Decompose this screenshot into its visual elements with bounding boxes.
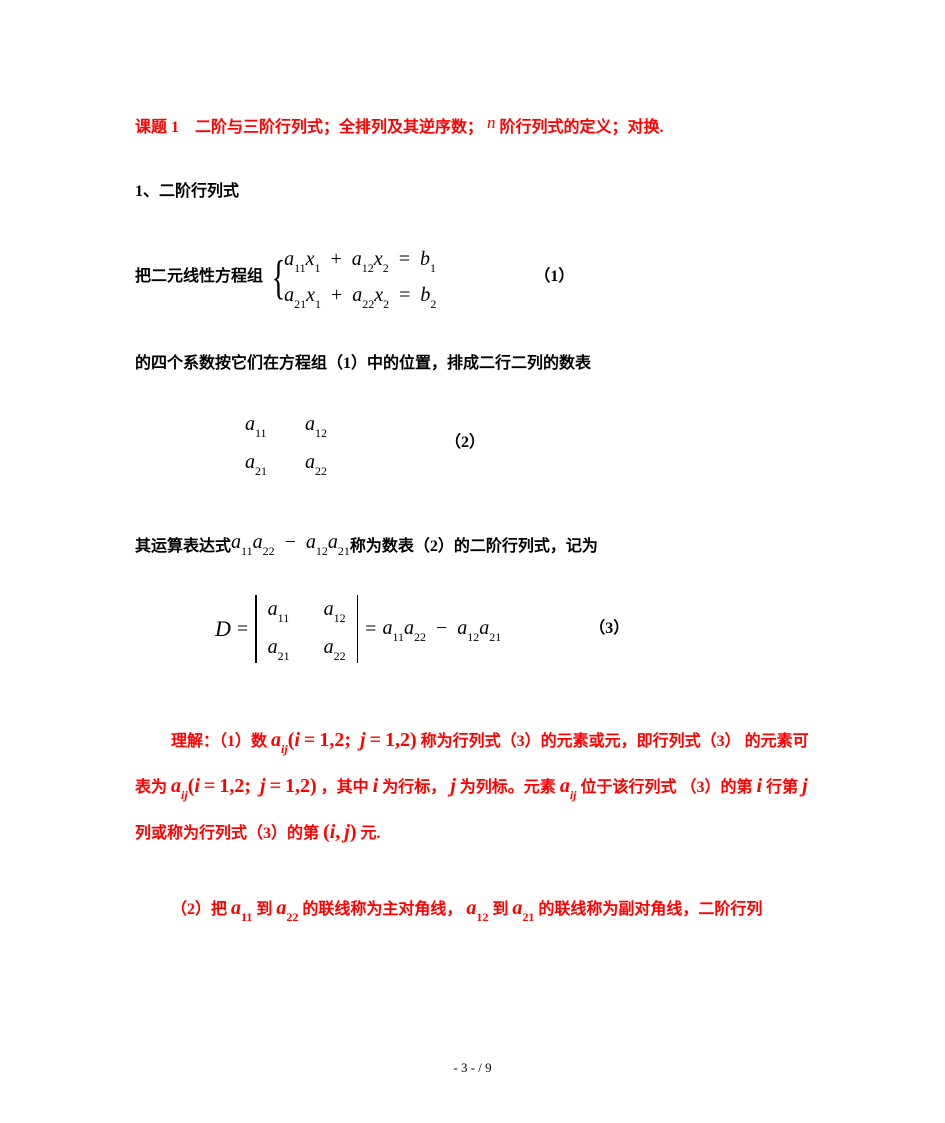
- title-part1: 二阶与三阶行列式；全排列及其逆序数；: [195, 119, 483, 136]
- eq3-rhs: a11a22 − a12a21: [382, 614, 501, 644]
- eq1-lead: 把二元线性方程组: [135, 266, 263, 288]
- title-part2: 阶行列式的定义；对换.: [500, 119, 664, 136]
- u1-aij: aij: [271, 729, 288, 751]
- u2-a22: a22: [276, 897, 298, 919]
- eq3-number: （3）: [589, 618, 629, 640]
- eq1-row2: a21x1 + a22x2 = b2: [284, 278, 436, 314]
- page-footer: - 3 - / 9: [0, 1059, 945, 1077]
- eq2-number: （2）: [445, 432, 485, 454]
- eq1-number: （1）: [534, 266, 574, 288]
- lesson-title: 课题 1 二阶与三阶行列式；全排列及其逆序数； n 阶行列式的定义；对换.: [135, 115, 810, 139]
- understand-1: 理解：（1）数 aij(i = 1,2; j = 1,2) 称为行列式（3）的元…: [135, 717, 810, 855]
- u2-a12: a12: [466, 897, 488, 919]
- para-2: 的四个系数按它们在方程组（1）中的位置，排成二行二列的数表: [135, 353, 810, 375]
- section-1-heading: 1、二阶行列式: [135, 181, 810, 203]
- u1-aij-2: aij: [171, 775, 188, 797]
- understand-2: （2）把 a11 到 a22 的联线称为主对角线， a12 到 a21 的联线称…: [135, 885, 810, 931]
- para-3: 其运算表达式 a11a22 − a12a21 称为数表（2）的二阶行列式，记为: [135, 531, 810, 561]
- u1-aij-3: aij: [560, 775, 577, 797]
- equation-1-row: 把二元线性方程组 { a11x1 + a12x2 = b1 a21x1 + a2…: [135, 242, 810, 314]
- equation-2-row: a11 a21 a12 a22 （2）: [135, 406, 810, 482]
- eq1-row1: a11x1 + a12x2 = b1: [284, 242, 436, 278]
- eq3-D: D: [215, 614, 231, 645]
- equation-3-row: D = a11 a21 a12 a22 = a11a22 − a12a21 （3…: [135, 591, 810, 667]
- eq1-system: a11x1 + a12x2 = b1 a21x1 + a22x2 = b2: [284, 242, 436, 314]
- eq3-det: a11 a21 a12 a22: [254, 591, 359, 667]
- title-prefix: 课题 1: [135, 119, 179, 136]
- u2-a21: a21: [512, 897, 534, 919]
- title-n-symbol: n: [487, 113, 496, 132]
- eq2-matrix: a11 a21 a12 a22: [235, 406, 337, 482]
- para3-expr: a11a22 − a12a21: [231, 528, 350, 558]
- u2-a11: a11: [231, 897, 252, 919]
- eq1-brace: {: [272, 254, 286, 302]
